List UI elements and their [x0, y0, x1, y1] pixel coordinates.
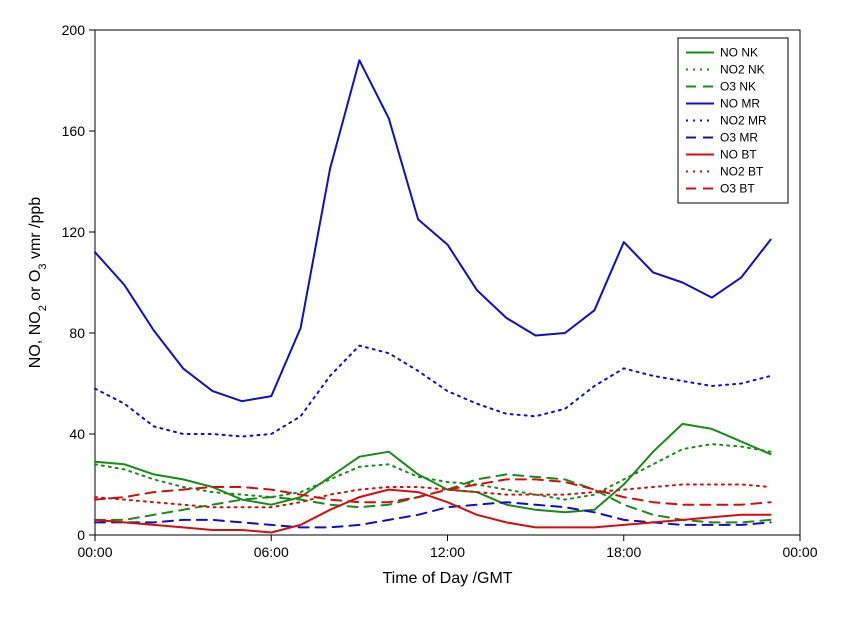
legend-label: NO NK	[720, 46, 758, 60]
chart-svg: 0 40 80 120 160 200 00:00 06:00 12:00 18:00 00:00 T…	[0, 0, 860, 625]
legend-label: O3 MR	[720, 131, 758, 145]
y-tick-label: 200	[62, 22, 86, 38]
legend-label: NO MR	[720, 97, 760, 111]
y-tick-label: 120	[62, 224, 86, 240]
y-axis-title: NO, NO2 or O3 vmr /ppb	[27, 197, 49, 368]
legend-label: NO2 BT	[720, 165, 764, 179]
legend-label: O3 NK	[720, 80, 756, 94]
series-line	[95, 424, 771, 512]
y-tick-label: 40	[69, 426, 85, 442]
legend-label: O3 BT	[720, 182, 755, 196]
y-tick-label: 0	[77, 527, 85, 543]
series-line	[95, 60, 771, 401]
x-tick-label: 06:00	[254, 544, 289, 560]
series-line	[95, 502, 771, 527]
series-line	[95, 444, 771, 500]
x-tick-label: 18:00	[606, 544, 641, 560]
chart-container: 0 40 80 120 160 200 00:00 06:00 12:00 18:00 00:00 T…	[0, 0, 860, 625]
x-tick-label: 12:00	[430, 544, 465, 560]
y-tick-label: 80	[69, 325, 85, 341]
series-line	[95, 346, 771, 437]
legend-label: NO2 MR	[720, 114, 767, 128]
x-tick-label: 00:00	[782, 544, 817, 560]
x-tick-label: 00:00	[77, 544, 112, 560]
legend-label: NO BT	[720, 148, 757, 162]
x-axis-title: Time of Day /GMT	[382, 570, 512, 587]
y-tick-label: 160	[62, 123, 86, 139]
legend-label: NO2 NK	[720, 63, 765, 77]
